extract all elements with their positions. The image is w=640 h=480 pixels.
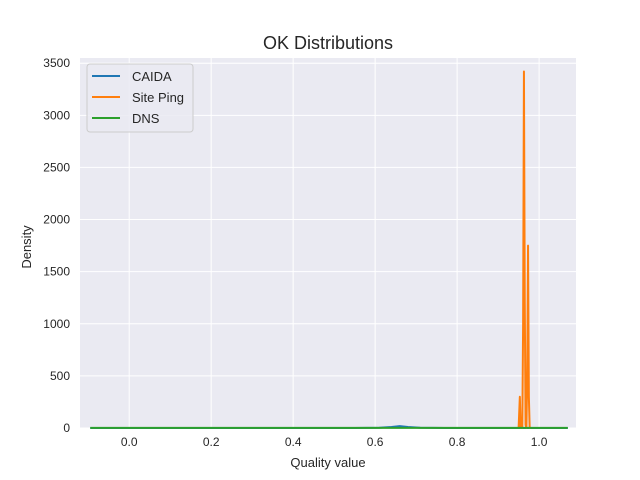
legend-label: DNS	[132, 111, 160, 126]
legend-box	[86, 63, 194, 133]
y-tick-label: 2000	[43, 213, 70, 227]
tick-labels: 0.0 0.2 0.4 0.6 0.8 1.0 0 500 1000 1500 2000 2500 30…	[43, 56, 547, 449]
y-tick-label: 500	[50, 369, 70, 383]
chart-title: OK Distributions	[263, 33, 393, 53]
x-tick-label: 0.4	[285, 435, 302, 449]
x-tick-label: 0.2	[203, 435, 220, 449]
y-axis-label: Density	[19, 225, 34, 269]
x-tick-label: 0.6	[367, 435, 384, 449]
x-tick-label: 0.0	[121, 435, 138, 449]
y-tick-label: 2500	[43, 160, 70, 174]
y-tick-label: 3000	[43, 108, 70, 122]
x-tick-label: 1.0	[531, 435, 548, 449]
y-tick-label: 1000	[43, 317, 70, 331]
legend-label: CAIDA	[132, 69, 172, 84]
grid-lines	[80, 58, 576, 429]
legend-label: Site Ping	[132, 90, 184, 105]
y-tick-label: 1500	[43, 265, 70, 279]
y-tick-label: 3500	[43, 56, 70, 70]
legend: CAIDA Site Ping DNS	[86, 63, 194, 133]
x-tick-label: 0.8	[449, 435, 466, 449]
series-layer	[90, 70, 568, 429]
y-tick-label: 0	[63, 421, 70, 435]
x-axis-label: Quality value	[290, 455, 365, 470]
